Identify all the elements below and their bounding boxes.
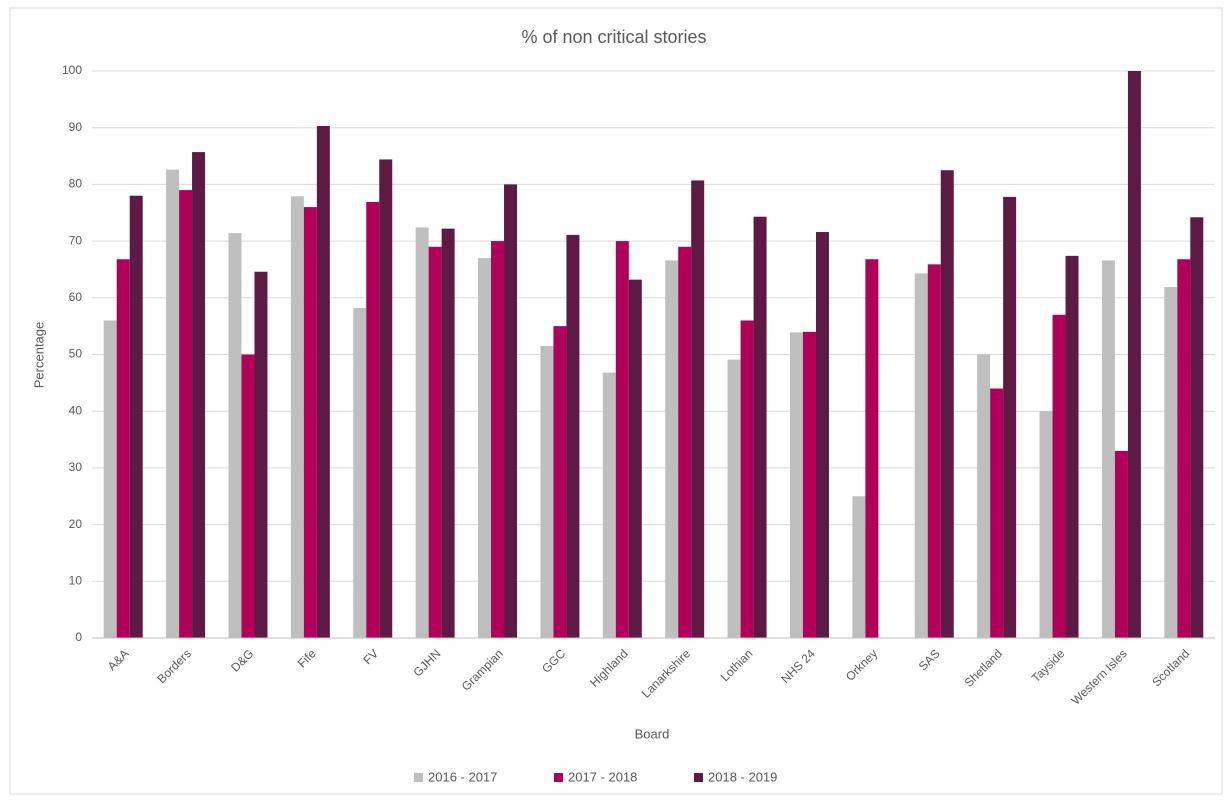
bar	[1052, 314, 1066, 638]
bar	[366, 201, 380, 639]
bar	[691, 180, 705, 638]
bar	[1101, 260, 1115, 638]
bar	[852, 496, 866, 638]
y-tick-label: 80	[69, 177, 83, 191]
bar	[228, 233, 242, 639]
bar	[990, 388, 1004, 638]
bar	[678, 246, 692, 638]
bar	[316, 125, 330, 638]
bar	[428, 246, 442, 638]
bar	[740, 320, 754, 638]
y-tick-label: 40	[69, 403, 83, 417]
x-axis-label: Board	[635, 726, 670, 741]
bar	[504, 184, 518, 638]
bar	[1177, 259, 1191, 638]
bar	[379, 159, 393, 638]
bar	[179, 190, 193, 638]
bar	[441, 228, 455, 638]
bar	[815, 232, 829, 638]
bar	[865, 259, 879, 638]
bar	[166, 169, 180, 638]
bar	[478, 258, 492, 638]
y-tick-label: 70	[69, 233, 83, 247]
bar	[254, 271, 268, 638]
y-tick-label: 20	[69, 517, 83, 531]
y-tick-label: 30	[69, 460, 83, 474]
bar	[1190, 217, 1204, 638]
bar	[789, 332, 803, 638]
bar	[1164, 287, 1178, 638]
bar	[802, 331, 816, 638]
bar	[540, 345, 554, 638]
bar	[353, 308, 367, 638]
bar	[977, 354, 991, 638]
bar	[192, 152, 206, 638]
bar	[129, 195, 143, 639]
bar	[553, 326, 567, 638]
y-tick-label: 10	[69, 573, 83, 587]
bar	[491, 241, 505, 638]
bar	[103, 320, 117, 638]
y-tick-label: 60	[69, 290, 83, 304]
legend-label: 2017 - 2018	[568, 769, 637, 784]
legend-swatch	[554, 773, 563, 782]
bar	[1065, 255, 1079, 639]
bar	[303, 207, 317, 638]
bar	[1114, 450, 1128, 638]
bar	[927, 264, 941, 638]
y-tick-label: 0	[75, 630, 82, 644]
legend-swatch	[694, 773, 703, 782]
chart-title: % of non critical stories	[521, 27, 706, 47]
legend-label: 2018 - 2019	[708, 769, 777, 784]
bar	[241, 354, 255, 638]
bar	[940, 170, 954, 638]
y-tick-label: 100	[62, 63, 82, 77]
y-tick-label: 50	[69, 347, 83, 361]
bar	[1127, 71, 1141, 638]
legend-label: 2016 - 2017	[428, 769, 497, 784]
bar	[665, 260, 679, 638]
bar	[290, 196, 304, 638]
y-axis-label: Percentage	[31, 322, 46, 389]
bar	[566, 234, 580, 638]
bar	[727, 359, 741, 638]
bar	[1003, 196, 1017, 638]
bar	[628, 279, 642, 638]
bar	[116, 259, 130, 638]
y-tick-label: 90	[69, 120, 83, 134]
bar	[415, 227, 429, 638]
bar	[914, 273, 928, 638]
bar	[602, 372, 616, 638]
legend-swatch	[414, 773, 423, 782]
bar	[1039, 411, 1053, 638]
bar	[615, 241, 629, 638]
bar	[753, 216, 767, 638]
